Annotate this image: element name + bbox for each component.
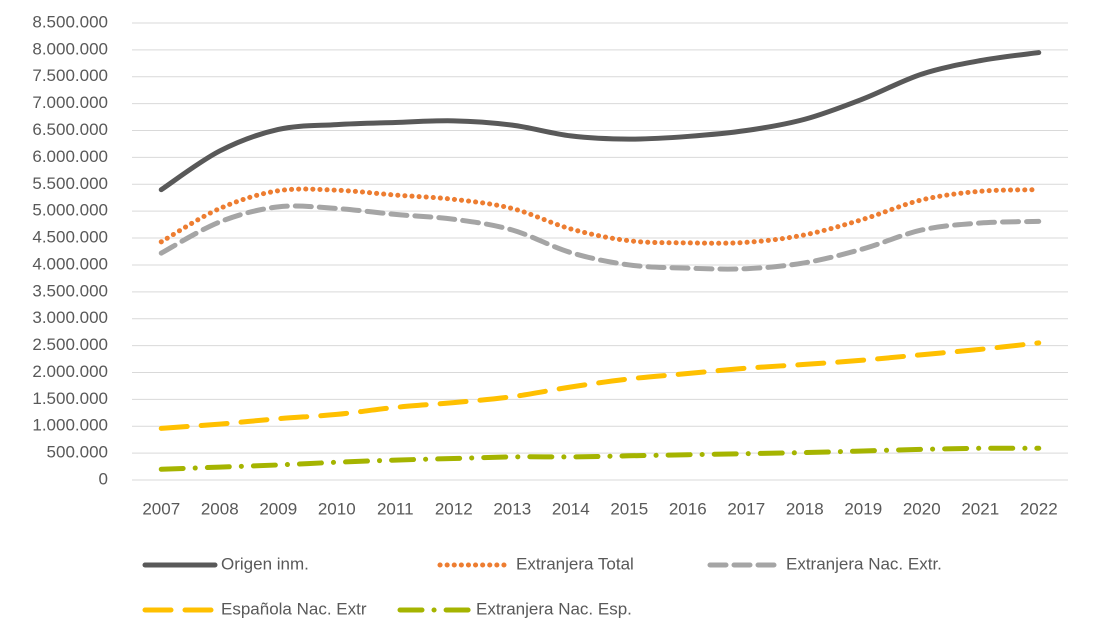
x-tick-label: 2010 — [318, 499, 356, 518]
y-tick-label: 7.000.000 — [32, 93, 108, 112]
legend-label: Extranjera Nac. Esp. — [476, 599, 632, 618]
x-tick-label: 2015 — [610, 499, 648, 518]
x-tick-label: 2012 — [435, 499, 473, 518]
y-tick-label: 8.500.000 — [32, 12, 108, 31]
x-tick-label: 2022 — [1020, 499, 1058, 518]
legend-label: Española Nac. Extr — [221, 599, 367, 618]
x-tick-label: 2020 — [903, 499, 941, 518]
x-tick-label: 2021 — [961, 499, 999, 518]
x-tick-label: 2019 — [844, 499, 882, 518]
legend-label: Extranjera Nac. Extr. — [786, 554, 942, 573]
series-line — [158, 186, 1042, 246]
y-tick-label: 2.000.000 — [32, 362, 108, 381]
legend-label: Origen inm. — [221, 554, 309, 573]
y-tick-label: 500.000 — [47, 443, 108, 462]
y-tick-label: 1.500.000 — [32, 389, 108, 408]
x-tick-label: 2007 — [142, 499, 180, 518]
y-tick-label: 2.500.000 — [32, 335, 108, 354]
y-tick-label: 4.500.000 — [32, 228, 108, 247]
series-line — [158, 50, 1042, 193]
legend-label: Extranjera Total — [516, 554, 634, 573]
y-tick-label: 7.500.000 — [32, 66, 108, 85]
x-tick-label: 2011 — [377, 499, 414, 518]
x-tick-label: 2017 — [727, 499, 765, 518]
y-tick-label: 8.000.000 — [32, 39, 108, 58]
y-tick-label: 4.000.000 — [32, 254, 108, 273]
y-tick-label: 1.000.000 — [32, 416, 108, 435]
x-tick-label: 2008 — [201, 499, 239, 518]
x-tick-label: 2009 — [259, 499, 297, 518]
y-tick-label: 3.500.000 — [32, 281, 108, 300]
y-tick-label: 6.500.000 — [32, 120, 108, 139]
series-line — [158, 340, 1042, 431]
x-tick-label: 2018 — [786, 499, 824, 518]
y-tick-label: 5.000.000 — [32, 201, 108, 220]
y-tick-label: 6.000.000 — [32, 147, 108, 166]
x-tick-label: 2016 — [669, 499, 707, 518]
series-line — [158, 203, 1042, 272]
y-tick-label: 5.500.000 — [32, 174, 108, 193]
y-tick-label: 0 — [99, 469, 108, 488]
x-tick-label: 2014 — [552, 499, 590, 518]
x-tick-label: 2013 — [493, 499, 531, 518]
series-line — [158, 445, 1042, 472]
y-tick-label: 3.000.000 — [32, 308, 108, 327]
